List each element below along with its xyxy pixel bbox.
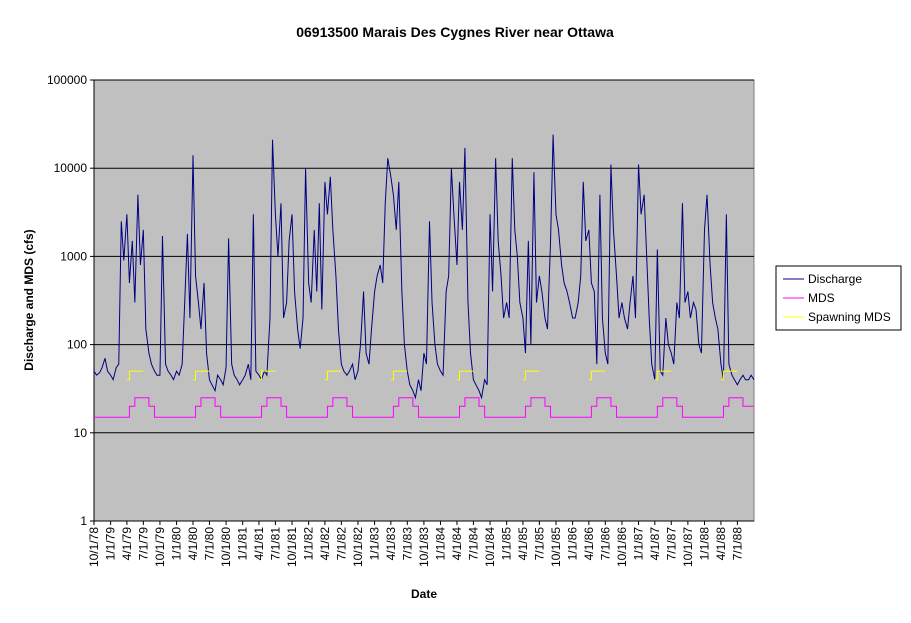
y-tick-label: 1 <box>80 514 87 528</box>
y-tick-label: 1000 <box>60 249 87 263</box>
x-tick-label: 4/1/87 <box>648 527 662 561</box>
legend-label: MDS <box>808 291 835 305</box>
data-line <box>522 370 540 381</box>
x-tick-label: 7/1/87 <box>664 527 678 561</box>
data-line <box>654 370 672 381</box>
x-tick-label: 10/1/83 <box>417 527 431 567</box>
data-line <box>324 370 342 381</box>
y-axis-label: Discharge and MDS (cfs) <box>22 229 36 370</box>
plot-area <box>93 79 755 522</box>
x-tick-label: 10/1/80 <box>219 527 233 567</box>
data-line <box>720 370 738 381</box>
x-tick-label: 1/1/84 <box>434 527 448 561</box>
x-tick-label: 10/1/78 <box>87 527 101 567</box>
x-tick-label: 4/1/88 <box>714 527 728 561</box>
x-tick-label: 1/1/80 <box>170 527 184 561</box>
x-tick-label: 4/1/85 <box>516 527 530 561</box>
x-tick-label: 1/1/83 <box>368 527 382 561</box>
y-tick-label: 10000 <box>54 161 88 175</box>
x-tick-label: 10/1/79 <box>153 527 167 567</box>
x-tick-label: 1/1/85 <box>500 527 514 561</box>
data-line <box>258 370 276 381</box>
x-tick-label: 7/1/79 <box>136 527 150 561</box>
x-tick-label: 4/1/81 <box>252 527 266 561</box>
x-tick-label: 7/1/80 <box>202 527 216 561</box>
x-tick-label: 7/1/82 <box>334 527 348 561</box>
data-line <box>93 134 755 400</box>
x-tick-label: 1/1/79 <box>104 527 118 561</box>
x-tick-label: 1/1/81 <box>236 527 250 561</box>
x-tick-label: 4/1/82 <box>318 527 332 561</box>
y-tick-label: 100000 <box>47 73 87 87</box>
x-axis-label: Date <box>411 587 437 601</box>
x-tick-label: 1/1/87 <box>632 527 646 561</box>
x-tick-label: 1/1/88 <box>697 527 711 561</box>
x-tick-label: 7/1/88 <box>730 527 744 561</box>
x-tick-label: 7/1/85 <box>532 527 546 561</box>
data-line <box>588 370 606 381</box>
x-tick-label: 4/1/86 <box>582 527 596 561</box>
x-tick-label: 1/1/82 <box>302 527 316 561</box>
x-tick-label: 10/1/84 <box>483 527 497 567</box>
x-tick-label: 7/1/86 <box>598 527 612 561</box>
legend-label: Discharge <box>808 272 862 286</box>
data-line <box>94 397 754 418</box>
x-tick-label: 4/1/84 <box>450 527 464 561</box>
x-tick-label: 10/1/82 <box>351 527 365 567</box>
data-line <box>193 370 210 381</box>
y-tick-label: 10 <box>74 426 88 440</box>
x-tick-label: 1/1/86 <box>566 527 580 561</box>
x-tick-label: 7/1/84 <box>466 527 480 561</box>
data-line <box>390 370 408 381</box>
x-tick-label: 7/1/81 <box>268 527 282 561</box>
data-line <box>126 370 144 381</box>
x-tick-label: 4/1/79 <box>120 527 134 561</box>
legend-label: Spawning MDS <box>808 310 891 324</box>
x-tick-label: 10/1/81 <box>285 527 299 567</box>
x-tick-label: 10/1/85 <box>549 527 563 567</box>
x-tick-label: 4/1/80 <box>186 527 200 561</box>
chart-title: 06913500 Marais Des Cygnes River near Ot… <box>296 24 614 40</box>
data-line <box>456 370 474 381</box>
x-tick-label: 4/1/83 <box>384 527 398 561</box>
x-tick-label: 10/1/86 <box>615 527 629 567</box>
x-tick-label: 7/1/83 <box>400 527 414 561</box>
y-tick-label: 100 <box>67 338 87 352</box>
x-tick-label: 10/1/87 <box>681 527 695 567</box>
